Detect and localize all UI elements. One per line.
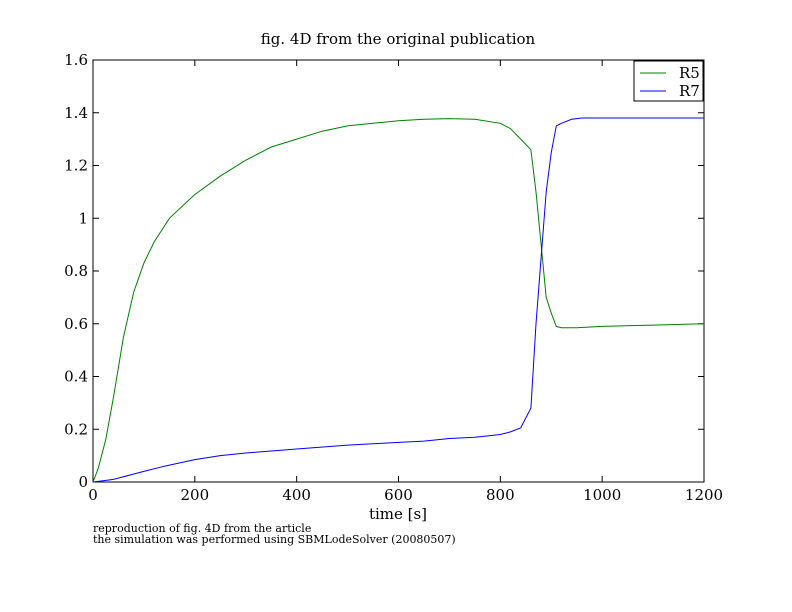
series-line-r7 bbox=[92, 117, 704, 483]
y-tick-label: 0 bbox=[78, 473, 88, 491]
legend-label-r7: R7 bbox=[679, 82, 700, 100]
x-tick-label: 600 bbox=[384, 486, 413, 504]
chart-title: fig. 4D from the original publication bbox=[261, 30, 536, 48]
y-tick-label: 1.4 bbox=[64, 104, 88, 122]
caption-line-2: the simulation was performed using SBMLo… bbox=[93, 533, 456, 546]
legend-label-r5: R5 bbox=[679, 64, 700, 82]
y-tick-label: 1.6 bbox=[64, 51, 88, 69]
legend-box bbox=[633, 60, 704, 102]
x-tick-label: 1000 bbox=[583, 486, 621, 504]
y-tick-label: 0.6 bbox=[64, 315, 88, 333]
y-tick-label: 1.2 bbox=[64, 157, 88, 175]
legend: R5 R7 bbox=[633, 60, 704, 102]
axis-ticks: 0 200 400 600 800 1000 1200 0 0.2 0.4 0.6 0.8 1 1.2 1.… bbox=[64, 51, 723, 504]
plot-frame bbox=[92, 59, 705, 483]
series-lines bbox=[92, 117, 705, 483]
caption-line-1: reproduction of fig. 4D from the article bbox=[93, 522, 312, 535]
x-axis-label: time [s] bbox=[369, 505, 427, 523]
x-tick-label: 800 bbox=[486, 486, 515, 504]
y-tick-label: 0.4 bbox=[64, 368, 88, 386]
y-tick-label: 0.8 bbox=[64, 262, 88, 280]
x-tick-label: 1200 bbox=[685, 486, 723, 504]
x-tick-label: 0 bbox=[88, 486, 98, 504]
y-tick-label: 1 bbox=[78, 209, 88, 227]
y-tick-label: 0.2 bbox=[64, 420, 88, 438]
series-line-r5 bbox=[92, 118, 705, 483]
x-tick-label: 400 bbox=[282, 486, 311, 504]
x-tick-label: 200 bbox=[181, 486, 210, 504]
